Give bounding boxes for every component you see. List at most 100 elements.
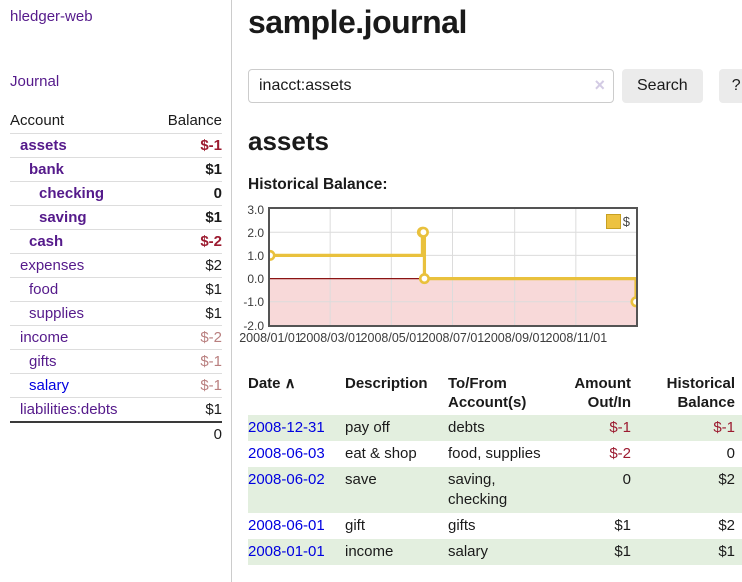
- sidebar-account-link-bank[interactable]: bank: [29, 161, 65, 178]
- transaction-amount: $1: [614, 543, 631, 560]
- transaction-amount: $-2: [609, 445, 631, 462]
- transaction-accounts: gifts: [448, 517, 476, 534]
- search-form: × Search ?: [248, 69, 742, 103]
- register-header-amount: Amount Out/In: [574, 375, 631, 411]
- app-title-link[interactable]: hledger-web: [10, 8, 93, 25]
- search-button[interactable]: Search: [622, 69, 703, 103]
- account-row: salary $-1: [10, 373, 222, 398]
- account-row: liabilities:debts $1: [10, 397, 222, 422]
- transaction-balance: $-1: [713, 419, 735, 436]
- account-row: checking 0: [10, 181, 222, 206]
- y-axis-tick-label: 3.0: [247, 202, 264, 217]
- account-balance: $-2: [150, 229, 222, 254]
- transaction-description: pay off: [345, 419, 390, 436]
- sidebar-account-link-expenses[interactable]: expenses: [20, 257, 85, 274]
- account-row: expenses $2: [10, 253, 222, 278]
- y-axis-tick-label: -2.0: [243, 318, 264, 333]
- account-balance: $1: [150, 397, 222, 422]
- transaction-balance: $2: [718, 471, 735, 488]
- account-balance: $1: [150, 277, 222, 302]
- account-row: cash $-2: [10, 229, 222, 254]
- account-balance: 0: [150, 181, 222, 206]
- sidebar-account-link-supplies[interactable]: supplies: [29, 305, 85, 322]
- transaction-accounts: salary: [448, 543, 489, 560]
- y-axis-tick-label: -1.0: [243, 295, 264, 310]
- chart-title: Historical Balance:: [248, 176, 388, 193]
- account-balance: $1: [150, 301, 222, 326]
- register-header-to-from: To/From Account(s): [448, 375, 527, 411]
- register-row: 2008-01-01 income salary $1 $1: [248, 539, 742, 565]
- clear-search-icon[interactable]: ×: [594, 75, 605, 95]
- transaction-date-link[interactable]: 2008-01-01: [248, 543, 325, 560]
- account-row: food $1: [10, 277, 222, 302]
- sidebar-account-link-salary[interactable]: salary: [29, 377, 70, 394]
- account-row: income $-2: [10, 325, 222, 350]
- sidebar-account-link-food[interactable]: food: [29, 281, 59, 298]
- account-heading: assets: [248, 126, 329, 156]
- account-balance: $2: [150, 253, 222, 278]
- search-input-wrap: ×: [248, 69, 614, 103]
- register-header-description: Description: [345, 375, 428, 392]
- accounts-table: Account Balance assets $-1 bank $1 checking 0…: [10, 109, 222, 446]
- sidebar-account-link-cash[interactable]: cash: [29, 233, 64, 250]
- register-row: 2008-06-02 save saving, checking 0 $2: [248, 467, 742, 513]
- sort-ascending-icon: ∧: [280, 375, 296, 392]
- main-content: sample.journal × Search ? assets Histori…: [232, 0, 742, 582]
- sidebar-account-link-checking[interactable]: checking: [39, 185, 105, 202]
- account-row: saving $1: [10, 205, 222, 230]
- sidebar-item-journal[interactable]: Journal: [10, 73, 60, 90]
- sidebar-account-link-saving[interactable]: saving: [39, 209, 87, 226]
- transaction-balance: $2: [718, 517, 735, 534]
- accounts-total-balance: 0: [150, 421, 222, 446]
- sidebar-account-link-income[interactable]: income: [20, 329, 69, 346]
- legend-swatch-icon: [605, 214, 621, 229]
- legend-label: $: [622, 214, 630, 229]
- account-balance: $-1: [150, 133, 222, 158]
- sidebar-account-link-gifts[interactable]: gifts: [29, 353, 57, 370]
- account-row: assets $-1: [10, 133, 222, 158]
- search-input[interactable]: [248, 69, 614, 103]
- register-header-historical: Historical Balance: [666, 375, 735, 411]
- transaction-description: income: [345, 543, 394, 560]
- transaction-amount: $1: [614, 517, 631, 534]
- spacer: [10, 421, 151, 446]
- sidebar: hledger-web Journal Account Balance asse…: [0, 0, 232, 582]
- transaction-amount: $-1: [609, 419, 631, 436]
- register-row: 2008-12-31 pay off debts $-1 $-1: [248, 415, 742, 441]
- account-balance: $1: [150, 205, 222, 230]
- sidebar-account-link-assets[interactable]: assets: [20, 137, 67, 154]
- transaction-accounts: food, supplies: [448, 445, 541, 462]
- historical-balance-chart: $3.0 2.0 1.0 0.0 -1.0 -2.0 2008/01/01 2008/03/0…: [239, 202, 742, 349]
- x-axis-tick-label: 2008/03/01: [299, 331, 362, 345]
- transaction-balance: 0: [726, 445, 735, 462]
- x-axis-tick-label: 2008/07/01: [421, 331, 485, 345]
- account-balance: $-2: [150, 325, 222, 350]
- x-axis-tick-label: 2008/09/01: [483, 331, 547, 345]
- account-balance: $-1: [150, 373, 222, 398]
- chart-plot-area: $: [268, 207, 638, 327]
- y-axis-tick-label: 0.0: [247, 272, 264, 287]
- accounts-header-account: Account: [10, 112, 65, 129]
- y-axis-tick-label: 2.0: [247, 225, 264, 240]
- x-axis-tick-label: 2008/11/01: [545, 331, 608, 345]
- register-row: 2008-06-01 gift gifts $1 $2: [248, 513, 742, 539]
- account-row: gifts $-1: [10, 349, 222, 374]
- help-button[interactable]: ?: [718, 69, 742, 103]
- transaction-date-link[interactable]: 2008-06-03: [248, 445, 325, 462]
- transaction-description: gift: [345, 517, 366, 534]
- x-axis-tick-label: 2008/01/01: [239, 331, 302, 345]
- register-header-date: Date ∧: [248, 375, 296, 392]
- transaction-description: save: [345, 471, 377, 488]
- account-row: supplies $1: [10, 301, 222, 326]
- transaction-date-link[interactable]: 2008-12-31: [248, 419, 325, 436]
- sidebar-account-link-liabilities-debts[interactable]: liabilities:debts: [20, 401, 118, 418]
- transaction-date-link[interactable]: 2008-06-01: [248, 517, 325, 534]
- transaction-date-link[interactable]: 2008-06-02: [248, 471, 325, 488]
- register-row: 2008-06-03 eat & shop food, supplies $-2 0: [248, 441, 742, 467]
- accounts-total-row: 0: [10, 421, 222, 446]
- page-title: sample.journal: [248, 4, 467, 40]
- account-balance: $-1: [150, 349, 222, 374]
- transaction-description: eat & shop: [345, 445, 417, 462]
- transaction-amount: 0: [622, 471, 631, 488]
